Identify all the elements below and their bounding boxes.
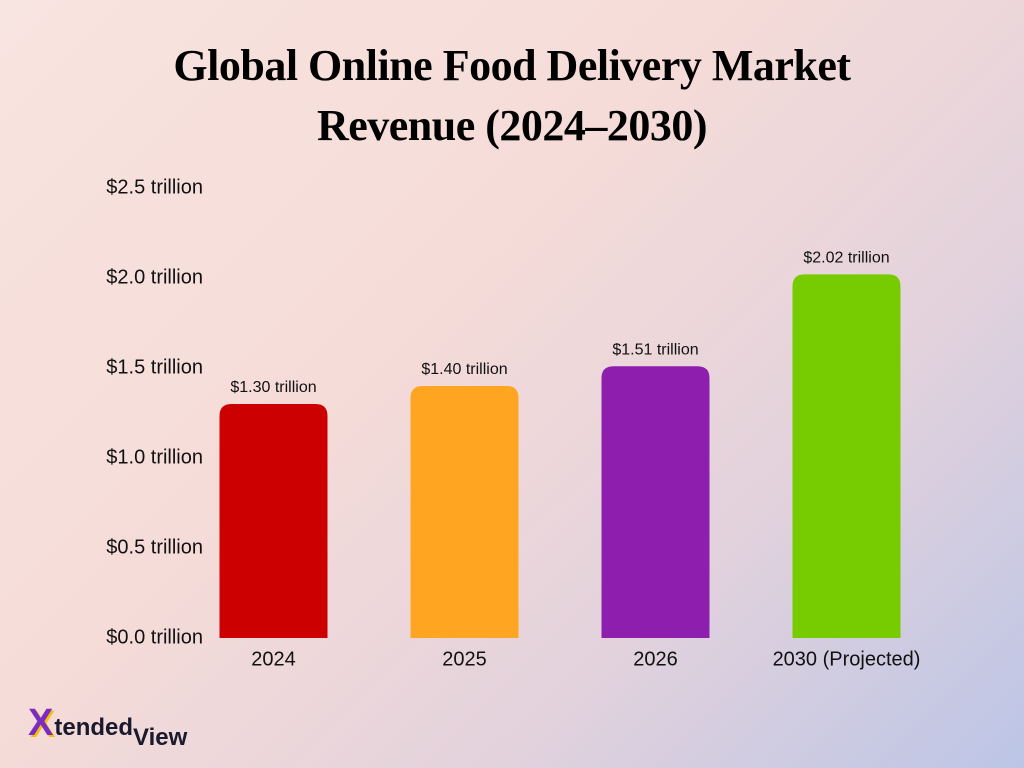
- x-tick-label: 2030 (Projected): [773, 648, 921, 670]
- x-tick-label: 2025: [442, 648, 487, 670]
- chart-title: Global Online Food Delivery Market Reven…: [173, 41, 851, 150]
- bar: [410, 386, 519, 638]
- x-tick-label: 2026: [633, 648, 678, 670]
- value-label: $2.02 trillion: [803, 250, 889, 267]
- brand-word: tended: [54, 714, 134, 741]
- brand-logo: X tended View: [28, 702, 187, 751]
- brand-word: View: [133, 724, 188, 751]
- bar: [792, 274, 901, 638]
- y-tick-label: $2.5 trillion: [106, 176, 203, 198]
- y-tick-label: $1.0 trillion: [106, 446, 203, 468]
- value-label: $1.40 trillion: [421, 361, 507, 378]
- y-tick-label: $2.0 trillion: [106, 266, 203, 288]
- y-tick-label: $0.5 trillion: [106, 536, 203, 558]
- value-label: $1.51 trillion: [612, 341, 698, 358]
- y-tick-label: $0.0 trillion: [106, 626, 203, 648]
- value-label: $1.30 trillion: [230, 379, 316, 396]
- bar: [219, 404, 328, 638]
- brand-mark: X: [28, 702, 54, 744]
- x-tick-label: 2024: [251, 648, 296, 670]
- y-tick-label: $1.5 trillion: [106, 356, 203, 378]
- bar: [601, 366, 710, 638]
